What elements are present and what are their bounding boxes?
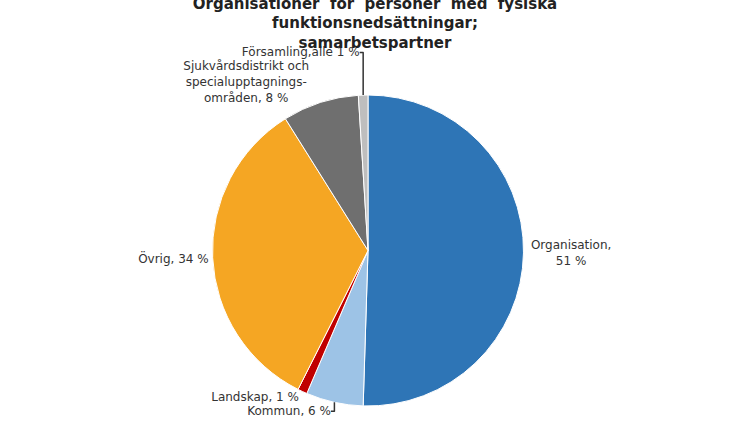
svg-text:Organisation,51 %: Organisation,51 % xyxy=(531,238,611,268)
svg-text:Församling,alle 1 %: Församling,alle 1 % xyxy=(242,45,360,59)
svg-text:Organisationer för personer: Organisationer för personer med fysiskaf… xyxy=(193,0,557,52)
svg-text:Sjukvårdsdistrikt ochspecialup: Sjukvårdsdistrikt ochspecialupptagnings-… xyxy=(183,59,309,104)
svg-text:Landskap, 1 %: Landskap, 1 % xyxy=(211,390,299,404)
svg-text:Kommun, 6 %: Kommun, 6 % xyxy=(247,404,331,418)
svg-text:Övrig, 34 %: Övrig, 34 % xyxy=(138,250,209,266)
